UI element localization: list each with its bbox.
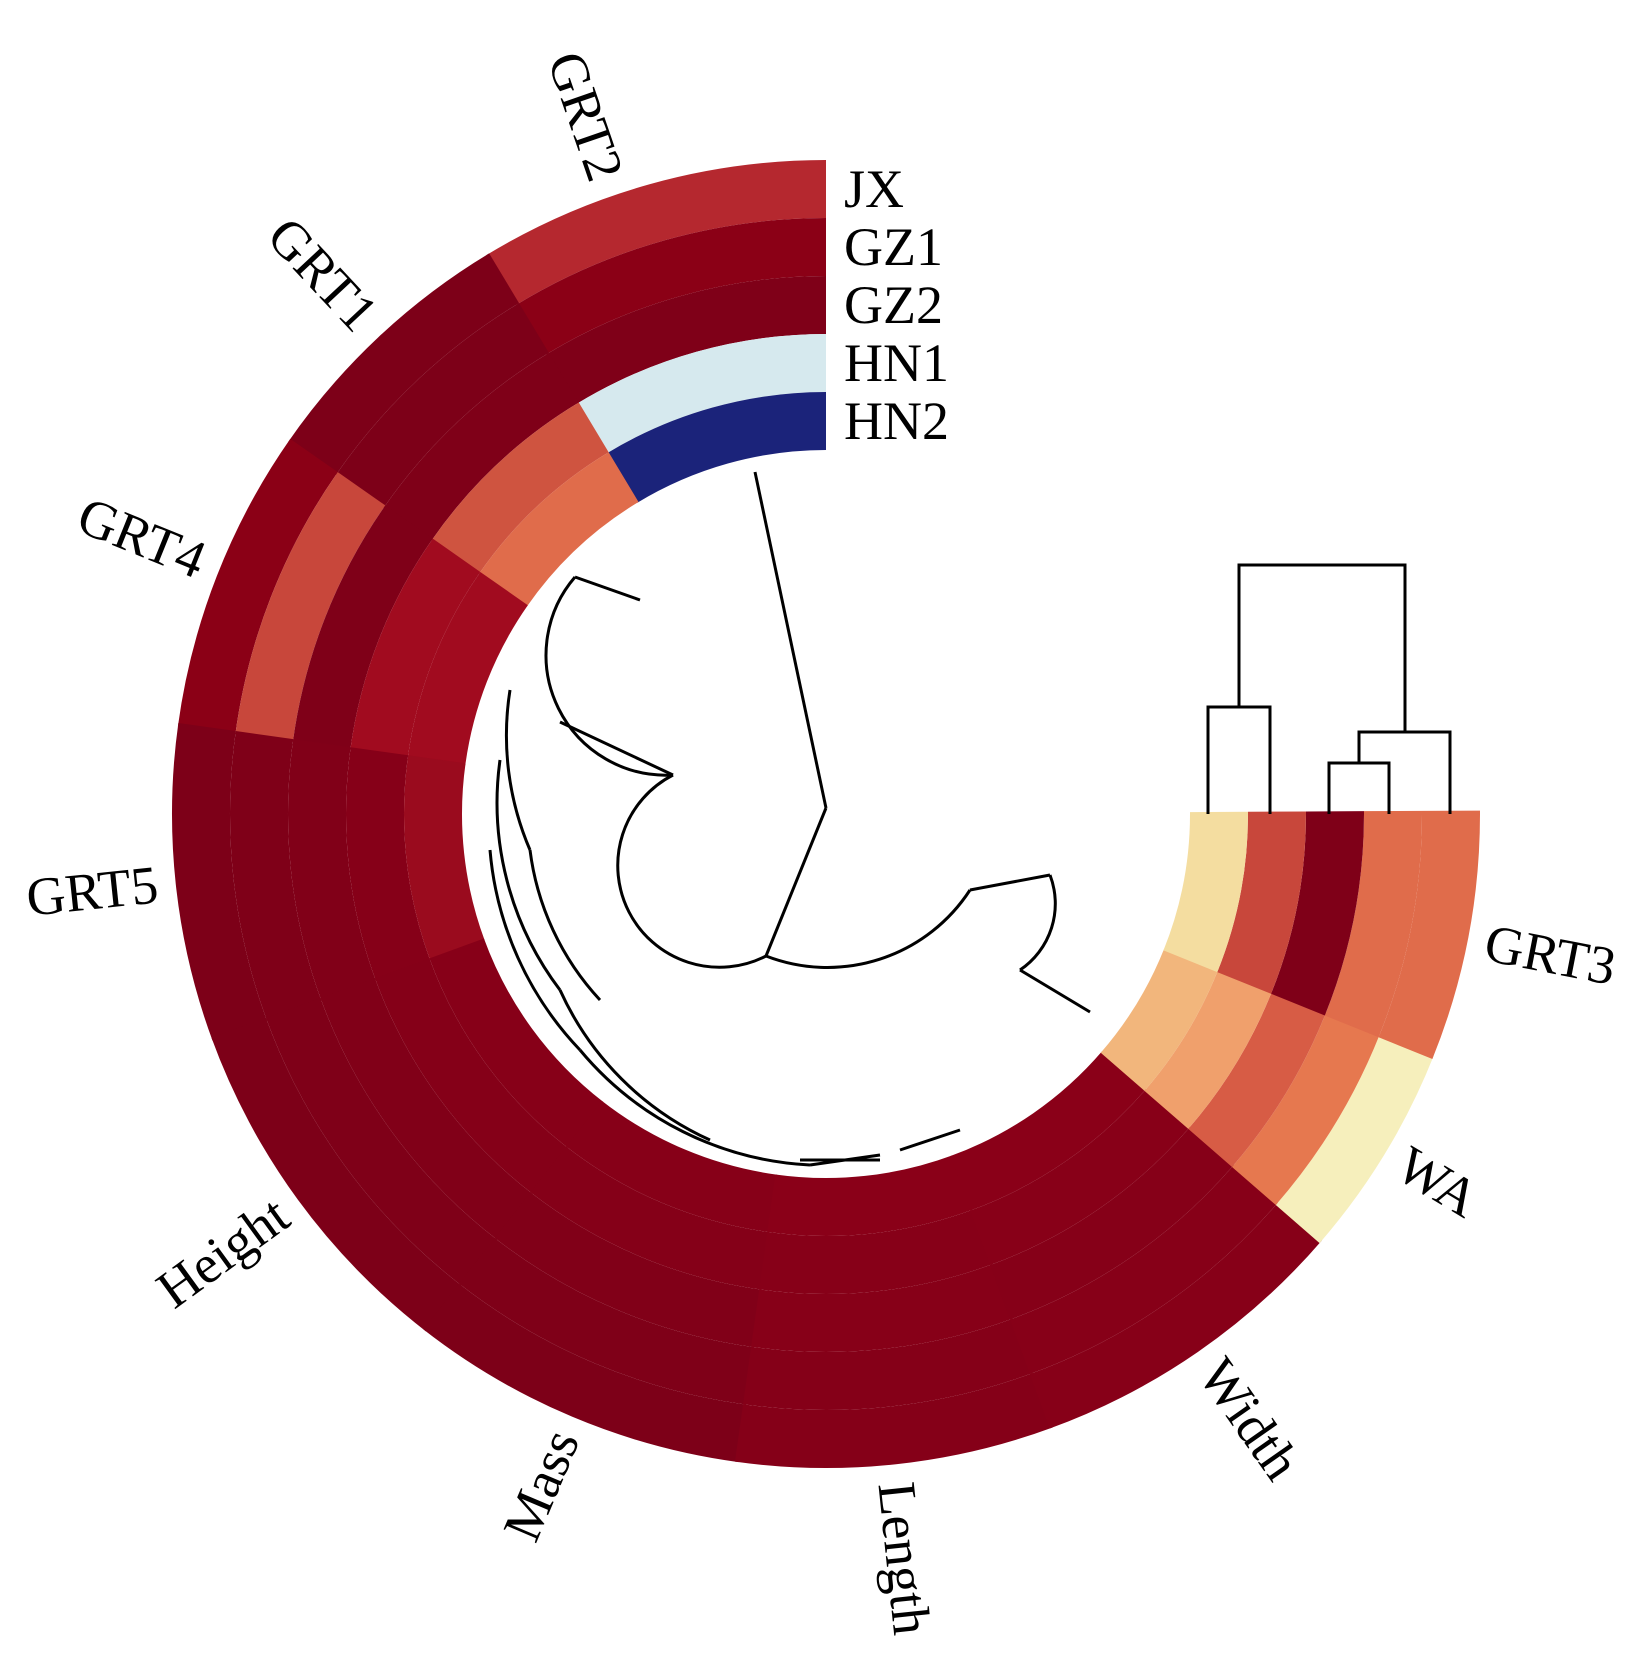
heatmap-cell-mass-gz2	[494, 1192, 762, 1348]
column-label-wa: WA	[1387, 1134, 1490, 1229]
column-label-grt2: GRT2	[536, 44, 636, 188]
heatmap-cell-grt2-hn1	[576, 334, 826, 454]
heatmap-cell-wa-jx	[1275, 1034, 1434, 1244]
heatmap-cell-height-gz1	[265, 998, 497, 1286]
heatmap-cell-grt5-gz1	[229, 731, 322, 1021]
heatmap-cell-grt3-hn2	[1163, 811, 1248, 973]
column-dendrogram	[488, 471, 1091, 1167]
heatmap-cell-grt5-gz2	[288, 739, 376, 1001]
heatmap-cell-height-gz2	[320, 978, 533, 1240]
heatmap-cell-width-hn2	[950, 1051, 1146, 1211]
heatmap-cell-grt4-gz2	[292, 505, 433, 750]
heatmap-cell-grt1-hn2	[479, 452, 639, 607]
column-label-width: Width	[1187, 1347, 1312, 1490]
heatmap-cell-grt1-jx	[288, 253, 520, 475]
heatmap-cell-wa-hn2	[1100, 948, 1219, 1091]
heatmap-cell-height-jx	[211, 1017, 462, 1332]
heatmap-cell-grt3-hn1	[1217, 811, 1306, 994]
heatmap-cell-grt1-hn1	[431, 402, 609, 574]
row-dendrogram	[1206, 563, 1452, 814]
column-label-grt5: GRT5	[24, 854, 161, 927]
column-label-height: Height	[146, 1185, 300, 1320]
heatmap-cell-width-gz2	[990, 1127, 1234, 1320]
heatmap-cell-grt3-gz2	[1271, 811, 1365, 1016]
column-label-grt1: GRT1	[256, 206, 390, 343]
heatmap-cell-grt4-gz1	[235, 472, 386, 742]
heatmap-cell-grt2-gz1	[516, 218, 826, 355]
column-label-mass: Mass	[491, 1421, 591, 1549]
heatmap-cell-height-hn2	[429, 938, 604, 1148]
column-label-grt3: GRT3	[1480, 913, 1621, 997]
heatmap-cell-grt2-jx	[486, 160, 826, 305]
heatmap-cell-width-hn1	[970, 1089, 1190, 1266]
heatmap-cell-height-hn1	[374, 958, 568, 1194]
heatmap-cell-grt2-gz2	[546, 276, 826, 404]
heatmap-cell-wa-hn1	[1144, 970, 1272, 1129]
heatmap-cell-mass-gz1	[459, 1237, 754, 1405]
row-label-gz2: GZ2	[844, 275, 943, 335]
row-label-gz1: GZ1	[844, 217, 943, 277]
heatmap-cell-grt1-gz2	[383, 352, 579, 541]
row-label-hn2: HN2	[844, 391, 949, 451]
heatmap-cell-grt4-jx	[177, 438, 338, 735]
heatmap-cell-width-gz1	[1010, 1164, 1278, 1375]
heatmap-cell-width-jx	[1029, 1202, 1322, 1429]
heatmap-cell-wa-gz2	[1188, 991, 1326, 1167]
heatmap-cell-grt3-jx	[1378, 810, 1480, 1059]
heatmap-cell-wa-gz1	[1232, 1012, 1380, 1206]
heatmap-cell-length-gz1	[743, 1318, 1033, 1410]
row-label-jx: JX	[844, 159, 904, 219]
heatmap-cell-length-hn2	[767, 1155, 973, 1236]
heatmap-cell-grt2-hn2	[606, 392, 826, 503]
heatmap-cell-grt5-hn1	[346, 747, 431, 981]
heatmap-cell-grt4-hn2	[407, 571, 528, 766]
heatmap-cell-mass-hn1	[530, 1146, 770, 1290]
heatmap-cell-length-jx	[734, 1372, 1053, 1469]
heatmap-cell-grt5-hn2	[404, 755, 485, 961]
heatmap-cell-grt3-gz1	[1324, 810, 1422, 1038]
heatmap-cell-length-gz2	[751, 1264, 1013, 1352]
heatmap-cell-grt1-gz1	[336, 303, 549, 508]
column-label-length: Length	[866, 1479, 942, 1637]
heatmap-cell-mass-jx	[423, 1283, 747, 1463]
heatmap-cell-length-hn1	[759, 1209, 993, 1294]
row-label-hn1: HN1	[844, 333, 949, 393]
heatmap-cells	[171, 160, 1480, 1469]
heatmap-cell-grt4-hn1	[350, 538, 481, 758]
heatmap-cell-grt5-jx	[171, 722, 268, 1041]
column-label-grt4: GRT4	[70, 485, 215, 590]
heatmap-cell-mass-hn2	[566, 1100, 778, 1233]
